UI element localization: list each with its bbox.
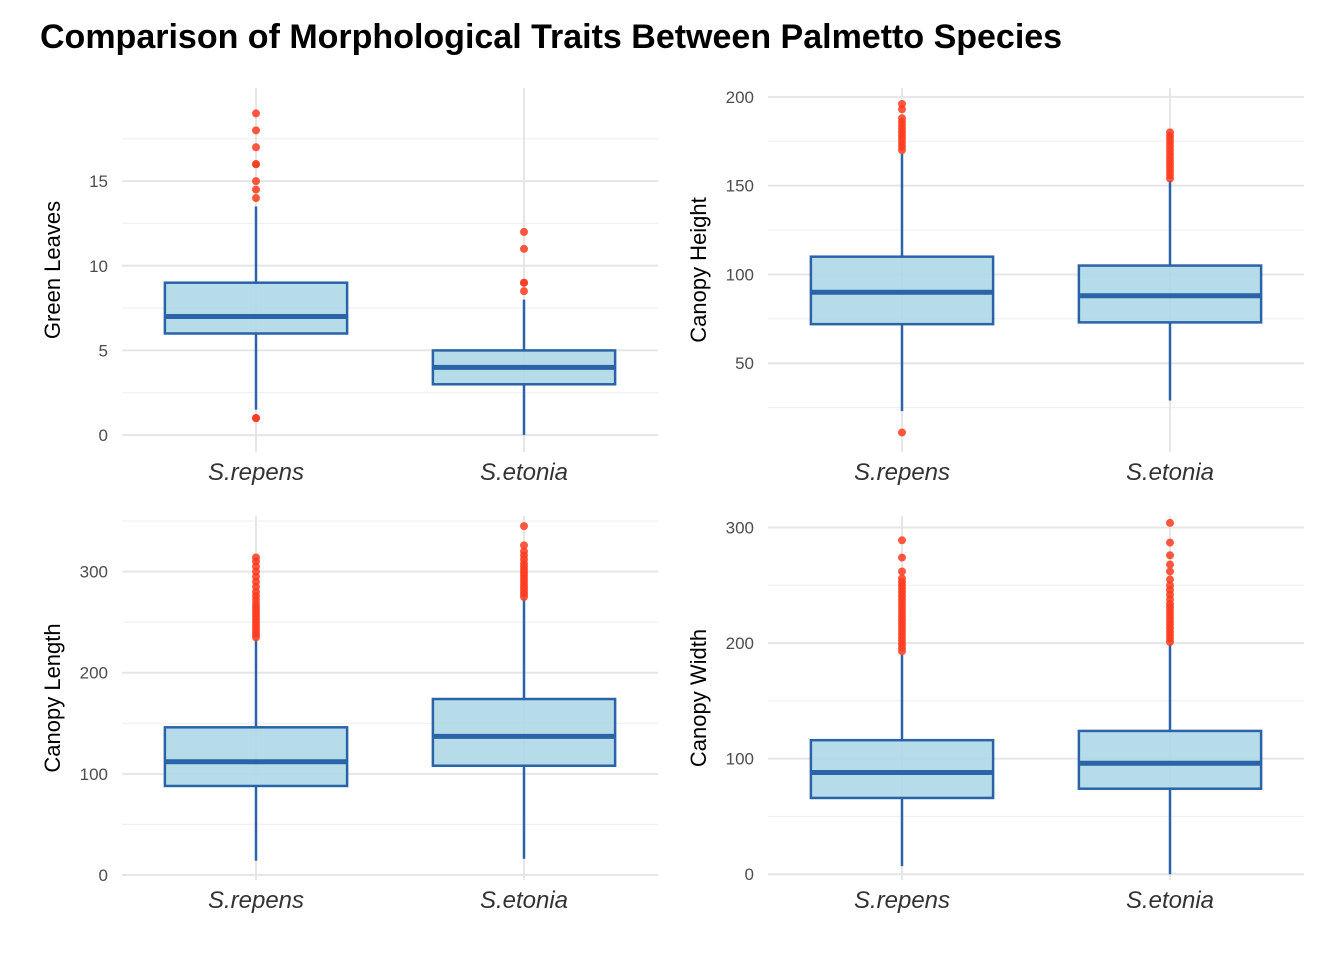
y-tick-label: 300 bbox=[726, 519, 754, 538]
box bbox=[809, 738, 995, 800]
y-tick-label: 5 bbox=[99, 341, 108, 360]
outlier-point bbox=[252, 126, 260, 135]
outlier-point bbox=[1166, 575, 1174, 584]
outlier-point bbox=[1166, 128, 1174, 137]
outlier-point bbox=[520, 547, 528, 556]
outlier-point bbox=[1166, 538, 1174, 547]
y-tick-label: 50 bbox=[735, 354, 754, 373]
outlier-point bbox=[898, 536, 906, 545]
box bbox=[1077, 729, 1263, 790]
y-axis-title: Canopy Height bbox=[686, 197, 711, 343]
y-tick-label: 200 bbox=[80, 664, 108, 683]
y-tick-label: 15 bbox=[89, 172, 108, 191]
outlier-point bbox=[898, 567, 906, 576]
y-tick-label: 150 bbox=[726, 177, 754, 196]
y-tick-label: 10 bbox=[89, 257, 108, 276]
outlier-point bbox=[898, 99, 906, 108]
y-axis-title: Canopy Width bbox=[686, 629, 711, 767]
outlier-point bbox=[252, 553, 260, 562]
x-tick-label: S.etonia bbox=[480, 887, 568, 914]
y-tick-label: 200 bbox=[726, 88, 754, 107]
outlier-point bbox=[252, 160, 260, 169]
box bbox=[431, 697, 617, 767]
y-axis-title: Green Leaves bbox=[40, 201, 65, 339]
outlier-point bbox=[1166, 518, 1174, 527]
panel-green-leaves: 0 5 10 15 Green Leaves S.repens S.etonia bbox=[40, 88, 658, 486]
y-tick-label: 100 bbox=[726, 750, 754, 769]
x-tick-label: S.repens bbox=[854, 887, 950, 914]
outlier-point bbox=[520, 541, 528, 550]
y-tick-label: 0 bbox=[99, 866, 108, 885]
y-tick-label: 0 bbox=[99, 426, 108, 445]
outlier-point bbox=[1166, 581, 1174, 590]
box bbox=[163, 726, 349, 788]
box bbox=[163, 281, 349, 335]
y-tick-label: 100 bbox=[726, 265, 754, 284]
outlier-point bbox=[898, 553, 906, 562]
outlier-point bbox=[520, 244, 528, 253]
outlier-point bbox=[1166, 567, 1174, 576]
outlier-point bbox=[898, 114, 906, 123]
page-title: Comparison of Morphological Traits Betwe… bbox=[40, 18, 1063, 56]
y-tick-label: 300 bbox=[80, 563, 108, 582]
y-tick-label: 200 bbox=[726, 634, 754, 653]
outlier-point bbox=[520, 287, 528, 296]
outlier-point bbox=[252, 194, 260, 203]
y-tick-label: 100 bbox=[80, 765, 108, 784]
outlier-point bbox=[252, 177, 260, 186]
x-tick-label: S.etonia bbox=[480, 459, 568, 486]
outlier-point bbox=[520, 278, 528, 287]
outlier-point bbox=[520, 227, 528, 236]
x-tick-label: S.repens bbox=[208, 459, 304, 486]
x-tick-label: S.repens bbox=[854, 459, 950, 486]
outlier-point bbox=[252, 414, 260, 423]
x-tick-label: S.etonia bbox=[1126, 459, 1214, 486]
y-axis-title: Canopy Length bbox=[40, 623, 65, 772]
outlier-point bbox=[1166, 551, 1174, 560]
outlier-point bbox=[252, 185, 260, 194]
outlier-point bbox=[252, 109, 260, 118]
outlier-point bbox=[1166, 560, 1174, 569]
x-tick-label: S.etonia bbox=[1126, 887, 1214, 914]
outlier-point bbox=[520, 522, 528, 531]
outlier-point bbox=[898, 428, 906, 437]
outlier-point bbox=[898, 574, 906, 583]
x-tick-label: S.repens bbox=[208, 887, 304, 914]
panel-canopy-length: 0 100 200 300 Canopy Length S.repens S.etonia bbox=[40, 516, 658, 914]
panel-canopy-width: 0 100 200 300 Canopy Width S.repens S.etonia bbox=[686, 516, 1304, 914]
outlier-point bbox=[252, 143, 260, 152]
panel-canopy-height: 50 100 150 200 Canopy Height S.repens S.etonia bbox=[686, 88, 1304, 486]
y-tick-label: 0 bbox=[745, 865, 754, 884]
